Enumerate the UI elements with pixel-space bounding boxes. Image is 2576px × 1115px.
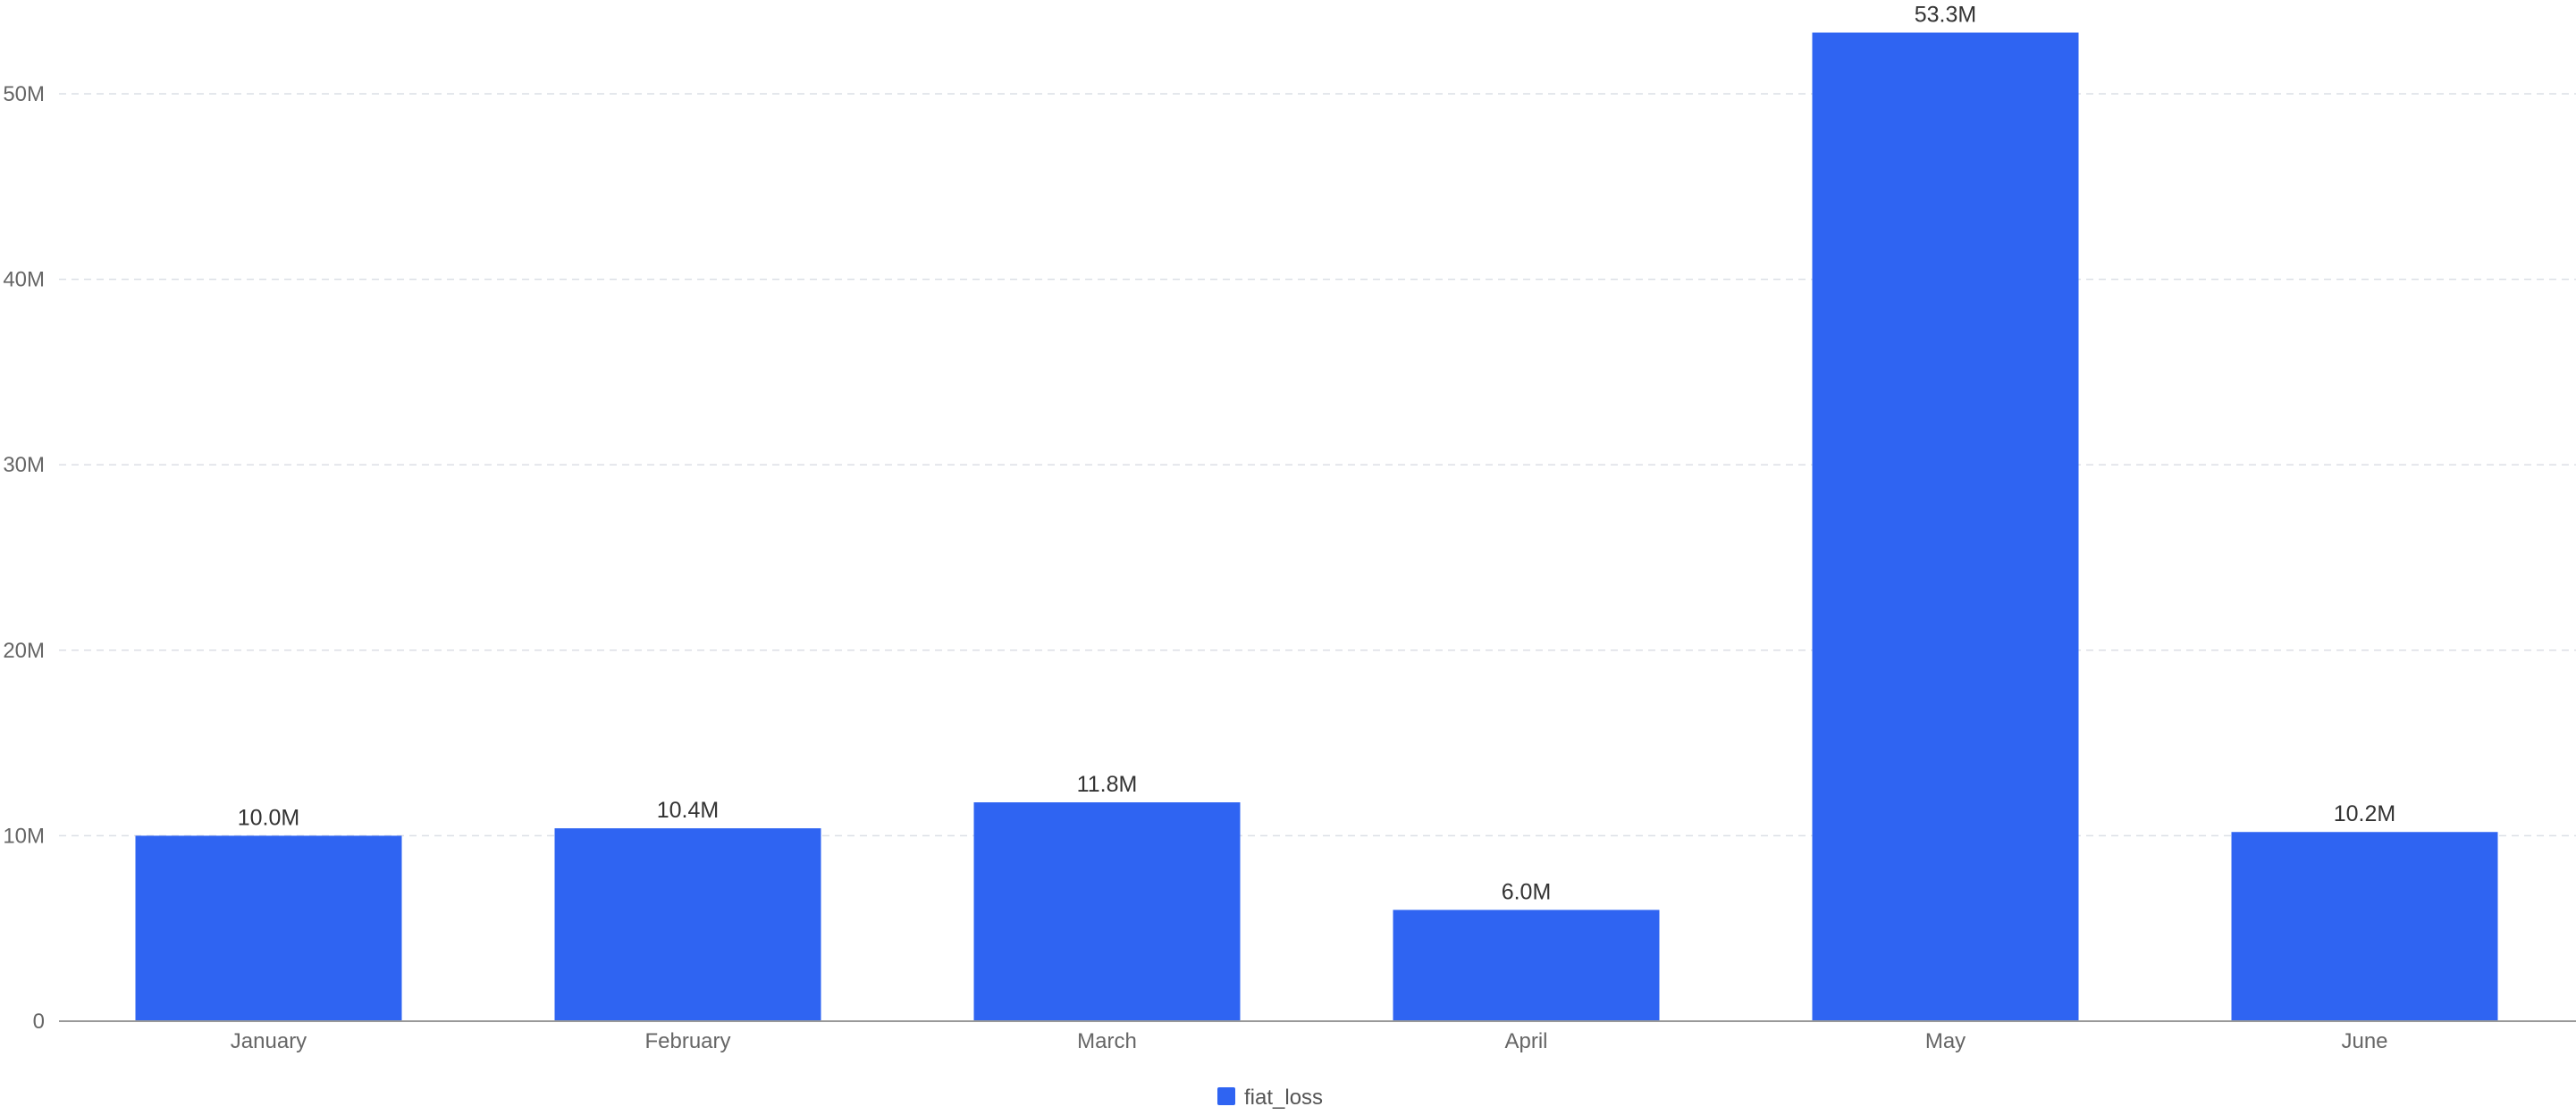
bar-june[interactable]	[2231, 832, 2498, 1021]
x-axis-ticks: January February March April May June	[231, 1029, 2388, 1053]
x-tick-label: April	[1504, 1029, 1547, 1053]
bar-january[interactable]	[135, 835, 402, 1021]
y-tick-label: 40M	[3, 268, 45, 292]
legend[interactable]: fiat_loss	[1217, 1086, 1323, 1110]
x-tick-label: February	[644, 1029, 730, 1053]
bar-value-label: 6.0M	[1502, 879, 1552, 904]
value-labels: 10.0M 10.4M 11.8M 6.0M 53.3M 10.2M	[238, 2, 2395, 904]
bar-february[interactable]	[554, 828, 821, 1021]
legend-swatch	[1217, 1087, 1235, 1105]
bar-value-label: 10.0M	[238, 805, 299, 830]
grid-lines	[59, 93, 2576, 837]
x-tick-label: March	[1077, 1029, 1137, 1053]
legend-label: fiat_loss	[1244, 1086, 1323, 1110]
bars	[135, 32, 2498, 1022]
y-tick-label: 30M	[3, 453, 45, 477]
y-axis-ticks: 0 10M 20M 30M 40M 50M	[3, 82, 45, 1034]
y-tick-label: 10M	[3, 824, 45, 848]
bar-may[interactable]	[1812, 32, 2079, 1022]
bar-march[interactable]	[973, 802, 1241, 1021]
bar-value-label: 10.4M	[657, 798, 719, 823]
bar-april[interactable]	[1393, 910, 1660, 1021]
x-tick-label: January	[231, 1029, 307, 1053]
y-tick-label: 20M	[3, 639, 45, 663]
bar-value-label: 53.3M	[1915, 2, 1976, 27]
x-tick-label: June	[2341, 1029, 2387, 1053]
bar-value-label: 10.2M	[2334, 801, 2395, 826]
x-tick-label: May	[1925, 1029, 1966, 1053]
y-tick-label: 50M	[3, 82, 45, 106]
bar-value-label: 11.8M	[1077, 772, 1138, 797]
y-tick-label: 0	[33, 1010, 45, 1034]
